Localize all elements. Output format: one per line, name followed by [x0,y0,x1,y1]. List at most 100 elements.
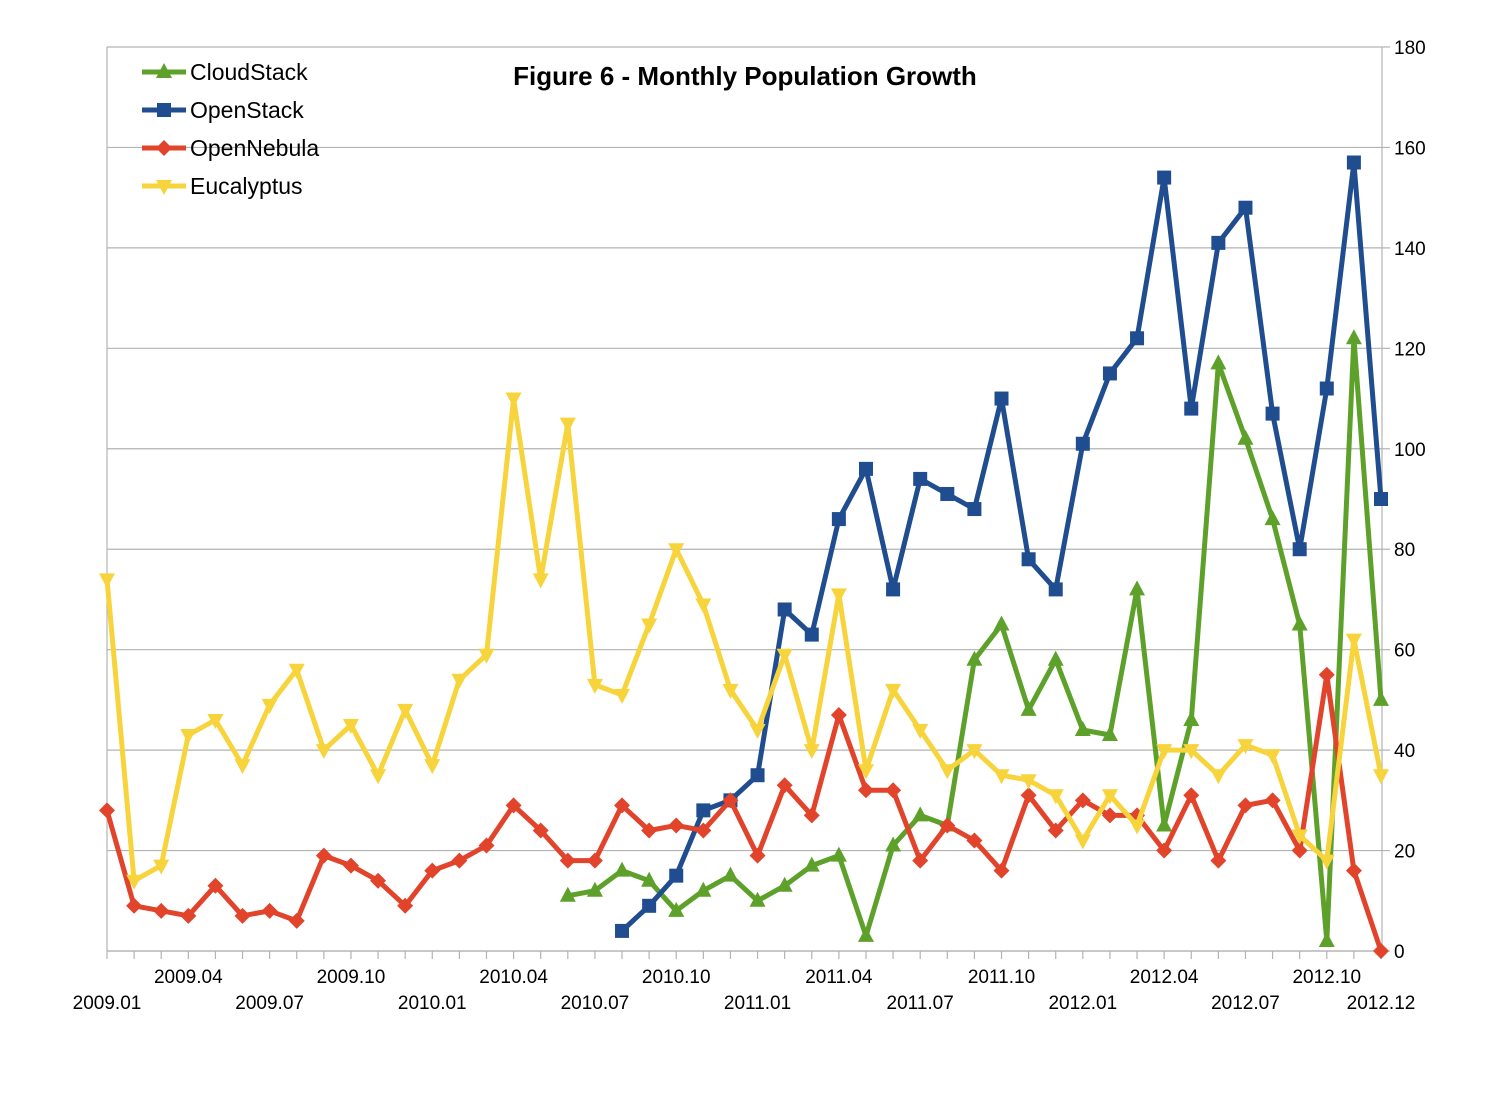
data-point-eucalyptus [912,724,929,740]
data-point-cloudstack [641,871,658,887]
data-point-opennebula [424,862,441,879]
data-point-eucalyptus [803,744,820,760]
x-tick-label: 2012.04 [1130,967,1199,988]
data-point-openstack [1184,401,1199,416]
data-point-opennebula [505,797,522,814]
data-point-eucalyptus [830,588,847,604]
data-point-openstack [940,486,955,501]
series-line-opennebula [104,672,1384,952]
x-tick-label: 2009.01 [73,993,142,1014]
data-point-eucalyptus [424,759,441,775]
triangle-down-marker-icon [156,180,172,195]
data-point-cloudstack [1101,726,1118,742]
data-point-eucalyptus [559,417,576,433]
y-tick-label: 160 [1394,138,1426,159]
data-point-openstack [777,602,792,617]
data-point-opennebula [153,902,170,919]
data-point-eucalyptus [1020,774,1037,790]
data-point-openstack [1048,582,1063,597]
data-point-opennebula [885,782,902,799]
data-point-eucalyptus [1129,819,1146,835]
data-point-openstack [1374,492,1388,506]
data-point-cloudstack [614,861,631,877]
data-point-openstack [1346,155,1361,170]
data-point-eucalyptus [1183,744,1200,760]
data-point-cloudstack [912,806,929,822]
x-tick-label: 2010.01 [398,993,467,1014]
legend-item-openstack: OpenStack [142,97,304,123]
y-tick-label: 20 [1394,842,1415,863]
data-point-eucalyptus [695,598,712,614]
data-point-eucalyptus [207,713,224,729]
data-point-opennebula [722,792,739,809]
data-point-opennebula [1237,797,1254,814]
series-line-eucalyptus [104,396,1384,884]
data-point-opennebula [397,897,414,914]
data-point-eucalyptus [857,764,874,780]
y-tick-label: 120 [1394,339,1426,360]
data-point-opennebula [1210,852,1227,869]
data-point-eucalyptus [234,759,251,775]
data-point-eucalyptus [315,744,332,760]
data-point-openstack [750,768,765,783]
data-point-opennebula [966,832,983,849]
data-point-eucalyptus [288,663,305,679]
data-point-eucalyptus [451,673,468,689]
data-point-opennebula [207,877,224,894]
data-point-opennebula [1074,792,1091,809]
data-point-openstack [1319,381,1334,396]
data-point-eucalyptus [1210,769,1227,785]
data-point-eucalyptus [342,719,359,734]
data-point-eucalyptus [1264,749,1281,765]
data-point-cloudstack [749,891,766,907]
data-point-openstack [615,923,630,938]
data-point-cloudstack [722,866,739,882]
data-point-opennebula [857,782,874,799]
data-point-opennebula [1101,807,1118,824]
data-point-opennebula [749,847,766,864]
data-point-opennebula [641,822,658,839]
data-point-opennebula [695,822,712,839]
data-point-cloudstack [830,846,847,862]
series-eucalyptus [99,392,1389,890]
data-point-eucalyptus [505,392,522,408]
data-point-opennebula [1183,787,1200,804]
y-tick-label: 80 [1394,540,1415,561]
data-point-openstack [994,391,1009,406]
data-point-opennebula [1291,842,1308,859]
data-point-cloudstack [885,836,902,852]
legend-item-cloudstack: CloudStack [142,59,308,85]
data-point-eucalyptus [99,573,115,589]
data-point-openstack [1075,436,1090,451]
data-point-opennebula [1318,666,1335,683]
data-point-cloudstack [966,650,983,666]
legend-label: Eucalyptus [190,173,303,199]
triangle-up-marker-icon [156,63,172,78]
data-point-eucalyptus [885,683,902,699]
data-point-opennebula [912,852,929,869]
data-point-eucalyptus [1237,739,1254,755]
data-point-opennebula [342,857,359,874]
data-point-opennebula [776,777,793,794]
data-point-eucalyptus [993,769,1010,785]
data-point-eucalyptus [668,543,685,559]
series [99,155,1389,959]
data-point-eucalyptus [397,703,414,719]
data-point-opennebula [288,912,305,929]
data-point-cloudstack [803,856,820,872]
data-point-cloudstack [559,886,576,902]
data-point-opennebula [315,847,332,864]
data-point-openstack [1211,235,1226,250]
data-point-cloudstack [1264,510,1281,526]
x-tick-label: 2009.04 [154,967,223,988]
data-point-openstack [831,512,846,527]
data-point-opennebula [1264,792,1281,809]
data-point-cloudstack [586,881,603,897]
data-point-opennebula [1373,943,1389,959]
data-point-opennebula [126,897,143,914]
series-opennebula [99,666,1389,959]
data-point-opennebula [532,822,549,839]
data-point-eucalyptus [532,573,549,589]
y-tick-label: 60 [1394,641,1415,662]
